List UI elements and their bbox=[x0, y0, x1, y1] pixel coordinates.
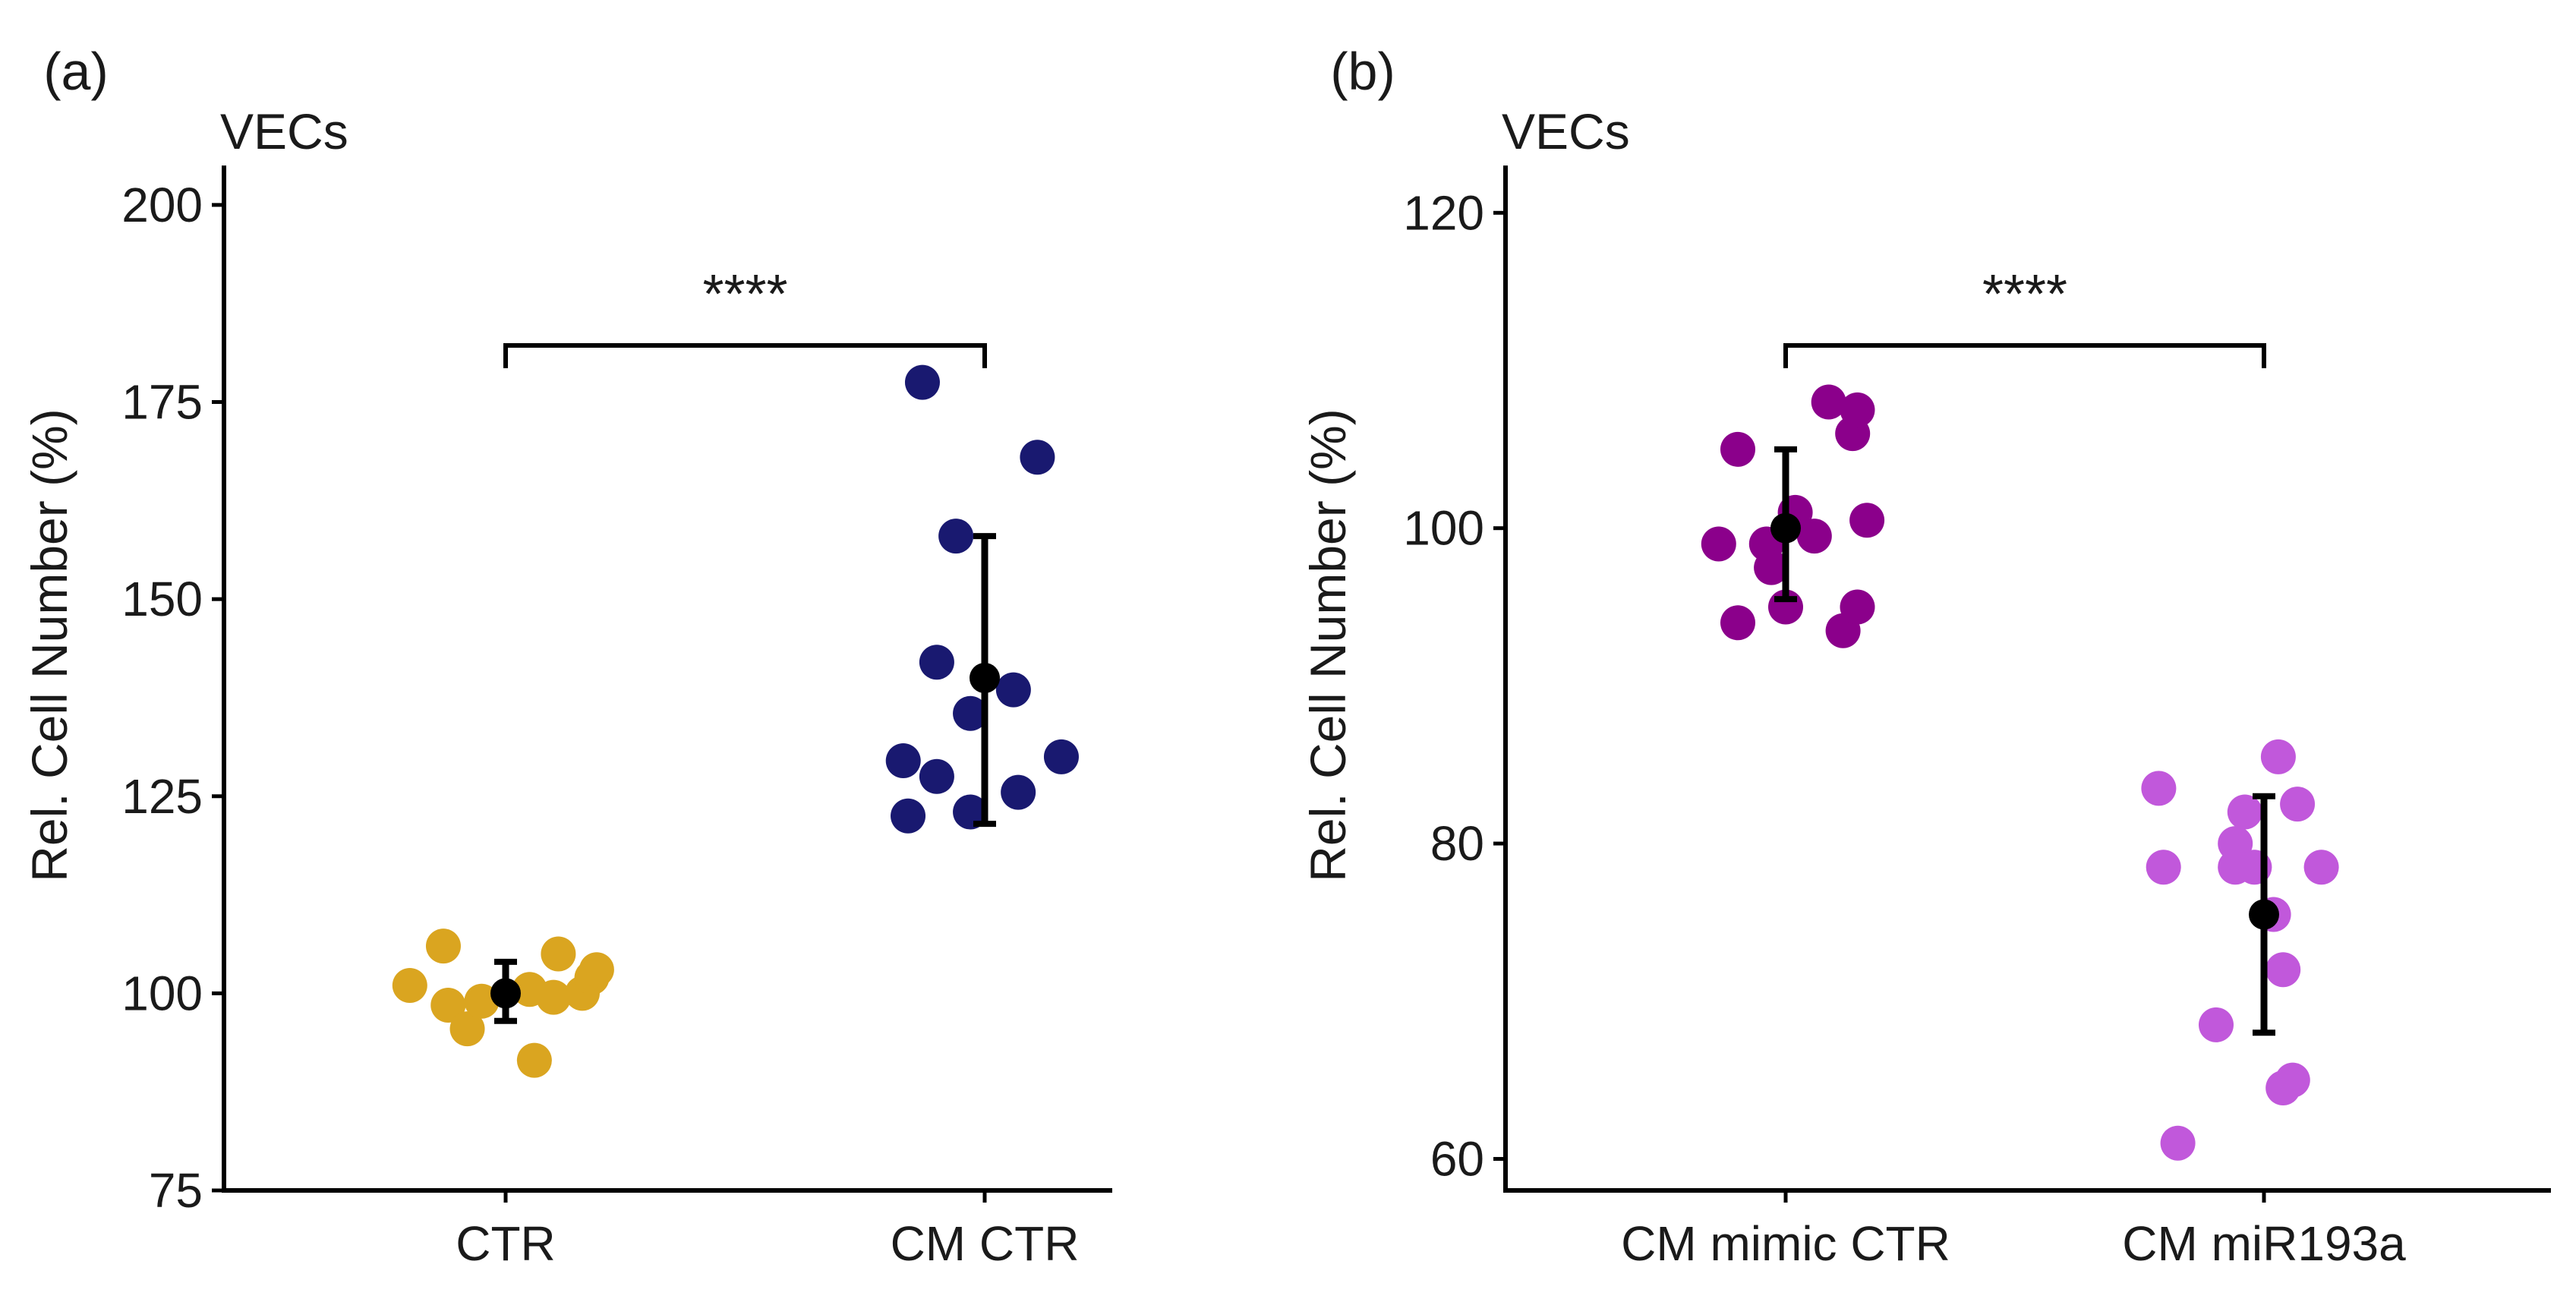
data-point bbox=[1840, 392, 1875, 427]
data-point bbox=[885, 743, 921, 779]
data-point bbox=[2141, 771, 2177, 806]
data-point bbox=[2260, 739, 2296, 774]
data-point bbox=[2275, 1062, 2310, 1098]
mean-marker bbox=[2249, 899, 2279, 930]
mean-marker bbox=[1770, 512, 1801, 544]
data-point bbox=[449, 1011, 485, 1047]
data-point bbox=[430, 987, 466, 1023]
data-point bbox=[541, 936, 576, 972]
panel-b: (b) VECs Rel. Cell Number (%) 60 80 100 120 CM … bbox=[1300, 42, 2551, 1271]
data-point bbox=[536, 979, 572, 1015]
y-tick-label: 200 bbox=[121, 178, 203, 232]
y-tick-label: 100 bbox=[1403, 501, 1484, 556]
data-point bbox=[2265, 952, 2301, 988]
x-tick-label: CM miR193a bbox=[2122, 1216, 2406, 1271]
chart-title: VECs bbox=[1502, 103, 1630, 159]
data-point bbox=[1020, 440, 1055, 475]
mean-marker bbox=[490, 978, 521, 1009]
data-point bbox=[2303, 850, 2339, 885]
data-point bbox=[464, 983, 500, 1019]
significance-bracket bbox=[503, 343, 987, 368]
data-point bbox=[392, 968, 427, 1003]
data-point bbox=[1811, 384, 1846, 420]
y-axis-label: Rel. Cell Number (%) bbox=[21, 408, 77, 881]
significance-bracket bbox=[1783, 343, 2266, 368]
x-tick-label: CM CTR bbox=[891, 1216, 1080, 1271]
y-axis-label: Rel. Cell Number (%) bbox=[1300, 408, 1356, 881]
data-point bbox=[2227, 794, 2262, 830]
data-point bbox=[425, 929, 461, 964]
panel-label: (a) bbox=[43, 42, 109, 101]
data-point bbox=[1754, 550, 1789, 585]
data-point bbox=[953, 794, 988, 830]
data-point bbox=[579, 952, 614, 988]
data-point bbox=[1720, 431, 1755, 467]
mean-marker bbox=[970, 663, 1000, 693]
data-point bbox=[1720, 605, 1755, 641]
y-tick-label: 60 bbox=[1430, 1131, 1484, 1186]
data-point bbox=[953, 695, 988, 731]
data-point bbox=[1796, 519, 1832, 554]
y-tick-label: 80 bbox=[1430, 816, 1484, 871]
data-point bbox=[2280, 787, 2316, 822]
data-point bbox=[938, 519, 974, 554]
y-tick-label: 150 bbox=[121, 572, 203, 626]
data-point bbox=[1840, 589, 1875, 625]
data-point bbox=[891, 798, 926, 834]
data-point bbox=[995, 672, 1031, 708]
x-tick-label: CM mimic CTR bbox=[1621, 1216, 1950, 1271]
significance-label: **** bbox=[702, 264, 787, 325]
data-point bbox=[1001, 774, 1036, 810]
data-point bbox=[516, 1042, 552, 1078]
data-point bbox=[1701, 526, 1736, 562]
data-point bbox=[904, 364, 940, 400]
x-tick-label: CTR bbox=[456, 1216, 556, 1271]
y-tick-label: 125 bbox=[121, 769, 203, 824]
y-tick-label: 120 bbox=[1403, 185, 1484, 240]
panel-label: (b) bbox=[1330, 42, 1395, 101]
chart-title: VECs bbox=[220, 103, 348, 159]
y-tick-label: 100 bbox=[121, 966, 203, 1020]
panel-a: (a) VECs Rel. Cell Number (%) 75 100 125 150 17… bbox=[21, 42, 1112, 1271]
data-point bbox=[2146, 850, 2181, 885]
data-point bbox=[2160, 1125, 2196, 1161]
data-point bbox=[919, 645, 954, 680]
data-point bbox=[1849, 503, 1885, 538]
y-tick-label: 175 bbox=[121, 375, 203, 430]
significance-label: **** bbox=[1982, 264, 2067, 325]
data-point bbox=[2199, 1007, 2234, 1042]
data-point bbox=[1043, 739, 1079, 774]
y-tick-label: 75 bbox=[149, 1163, 203, 1218]
data-point bbox=[919, 758, 954, 794]
